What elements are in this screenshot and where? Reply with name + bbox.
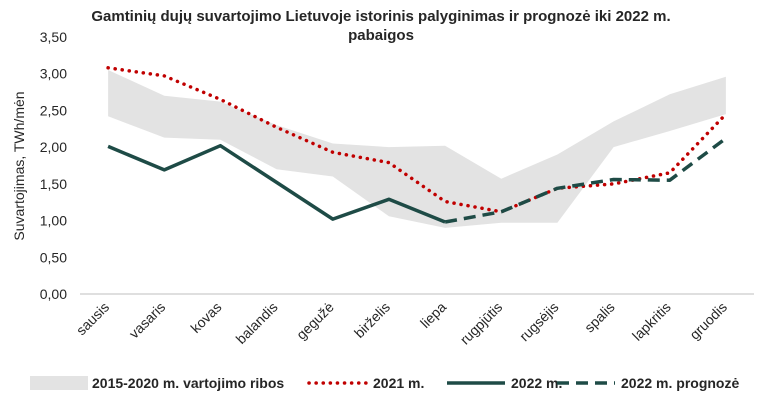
y-tick-label: 0,50 bbox=[40, 249, 67, 265]
legend-label-3: 2022 m. prognozė bbox=[621, 375, 739, 391]
x-tick-label: sausis bbox=[73, 299, 112, 338]
legend-label-1: 2021 m. bbox=[373, 375, 424, 391]
y-tick-label: 2,50 bbox=[40, 102, 67, 118]
x-tick-label: gruodis bbox=[686, 299, 730, 343]
chart-title-line2: pabaigos bbox=[348, 27, 414, 44]
x-tick-label: vasaris bbox=[126, 299, 169, 342]
y-tick-label: 0,00 bbox=[40, 286, 67, 302]
y-tick-label: 1,00 bbox=[40, 213, 67, 229]
y-tick-label: 3,50 bbox=[40, 29, 67, 45]
legend-swatch-band bbox=[30, 376, 88, 390]
legend: 2015-2020 m. vartojimo ribos 2021 m. 2022 … bbox=[30, 375, 739, 391]
y-tick-label: 1,50 bbox=[40, 176, 67, 192]
x-tick-label: rugsėjis bbox=[516, 299, 561, 344]
y-axis-label: Suvartojimas, TWh/mėn bbox=[11, 91, 27, 240]
legend-label-2: 2022 m. bbox=[511, 375, 562, 391]
x-tick-label: spalis bbox=[581, 299, 618, 336]
x-tick-label: balandis bbox=[233, 299, 281, 347]
x-tick-label: kovas bbox=[187, 299, 224, 336]
x-tick-label: birželis bbox=[351, 299, 393, 341]
band-area bbox=[108, 70, 726, 228]
x-tick-label: gegužė bbox=[293, 299, 337, 343]
x-tick-label: rugpjūtis bbox=[457, 299, 506, 348]
series-line-3 bbox=[444, 136, 727, 224]
plot-area: 0,00 0,50 1,00 1,50 2,00 2,50 3,00 3,50 sausis va… bbox=[40, 29, 754, 348]
x-tick-label: lapkritis bbox=[629, 299, 674, 344]
y-tick-label: 2,00 bbox=[40, 139, 67, 155]
legend-label-0: 2015-2020 m. vartojimo ribos bbox=[92, 375, 284, 391]
chart-title-line1: Gamtinių dujų suvartojimo Lietuvoje isto… bbox=[91, 8, 670, 25]
series-line-1 bbox=[106, 66, 728, 214]
series-line-2 bbox=[107, 143, 446, 224]
x-tick-label: liepa bbox=[417, 299, 449, 331]
y-tick-label: 3,00 bbox=[40, 66, 67, 82]
